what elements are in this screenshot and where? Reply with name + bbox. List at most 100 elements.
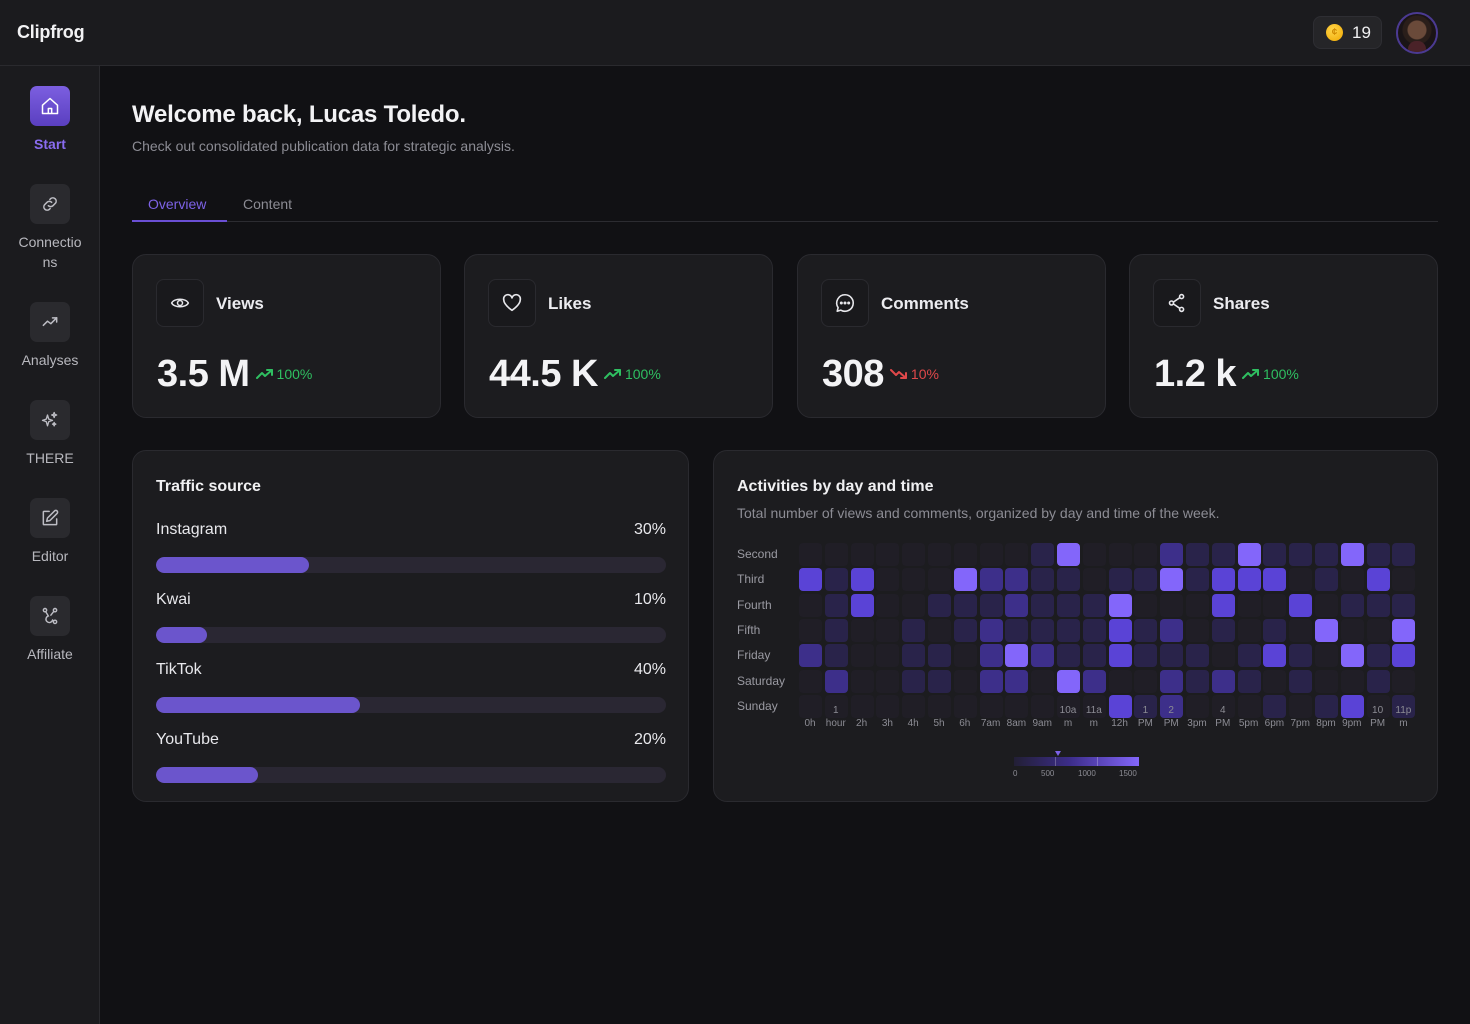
heatmap-cell[interactable] xyxy=(799,644,822,668)
heatmap-cell[interactable] xyxy=(1263,669,1287,693)
heatmap-cell[interactable] xyxy=(1108,644,1132,668)
heatmap-cell[interactable] xyxy=(1005,644,1029,668)
heatmap-cell[interactable] xyxy=(1211,618,1235,642)
heatmap-cell[interactable] xyxy=(928,593,951,617)
heatmap-cell[interactable] xyxy=(1340,593,1364,617)
heatmap-cell[interactable] xyxy=(1134,568,1158,592)
heatmap-cell[interactable] xyxy=(1340,618,1364,642)
heatmap-cell[interactable] xyxy=(876,593,900,617)
heatmap-cell[interactable] xyxy=(902,694,926,718)
sidebar-item-affiliate[interactable]: Affiliate xyxy=(0,596,100,664)
heatmap-cell[interactable] xyxy=(953,669,977,693)
heatmap-cell[interactable] xyxy=(876,669,900,693)
heatmap-cell[interactable] xyxy=(1134,669,1158,693)
heatmap-cell[interactable] xyxy=(1366,618,1390,642)
credits-badge[interactable]: ¢ 19 xyxy=(1313,16,1382,49)
sidebar-item-start[interactable]: Start xyxy=(0,86,100,154)
heatmap-cell[interactable] xyxy=(1237,568,1261,592)
heatmap-cell[interactable] xyxy=(1392,669,1416,693)
heatmap-cell[interactable] xyxy=(1005,618,1029,642)
heatmap-cell[interactable] xyxy=(1082,669,1106,693)
heatmap-cell[interactable] xyxy=(1315,543,1338,566)
heatmap-cell[interactable] xyxy=(1031,694,1055,718)
heatmap-cell[interactable] xyxy=(1392,694,1416,718)
heatmap-cell[interactable] xyxy=(1289,593,1313,617)
heatmap-cell[interactable] xyxy=(1211,644,1235,668)
heatmap-cell[interactable] xyxy=(799,568,822,592)
heatmap-cell[interactable] xyxy=(1160,694,1184,718)
heatmap-cell[interactable] xyxy=(953,694,977,718)
heatmap-cell[interactable] xyxy=(1082,593,1106,617)
heatmap-cell[interactable] xyxy=(876,694,900,718)
heatmap-cell[interactable] xyxy=(799,669,822,693)
heatmap-cell[interactable] xyxy=(979,593,1003,617)
heatmap-cell[interactable] xyxy=(799,618,822,642)
heatmap-cell[interactable] xyxy=(1366,669,1390,693)
heatmap-cell[interactable] xyxy=(850,618,874,642)
sidebar-item-editor[interactable]: Editor xyxy=(0,498,100,566)
heatmap-cell[interactable] xyxy=(902,644,926,668)
heatmap-cell[interactable] xyxy=(1392,543,1416,566)
heatmap-cell[interactable] xyxy=(1366,694,1390,718)
heatmap-cell[interactable] xyxy=(1237,618,1261,642)
heatmap-cell[interactable] xyxy=(824,568,848,592)
heatmap-cell[interactable] xyxy=(1392,644,1416,668)
heatmap-cell[interactable] xyxy=(953,618,977,642)
heatmap-cell[interactable] xyxy=(850,694,874,718)
heatmap-cell[interactable] xyxy=(1082,618,1106,642)
heatmap-cell[interactable] xyxy=(1186,568,1209,592)
heatmap-cell[interactable] xyxy=(1134,618,1158,642)
heatmap-cell[interactable] xyxy=(850,593,874,617)
heatmap-cell[interactable] xyxy=(1108,543,1132,566)
heatmap-cell[interactable] xyxy=(902,568,926,592)
heatmap-cell[interactable] xyxy=(824,618,848,642)
heatmap-cell[interactable] xyxy=(979,543,1003,566)
heatmap-cell[interactable] xyxy=(1211,669,1235,693)
heatmap-cell[interactable] xyxy=(979,669,1003,693)
heatmap-cell[interactable] xyxy=(1263,618,1287,642)
heatmap-cell[interactable] xyxy=(979,618,1003,642)
heatmap-cell[interactable] xyxy=(1160,618,1184,642)
heatmap-cell[interactable] xyxy=(1315,669,1338,693)
heatmap-cell[interactable] xyxy=(928,543,951,566)
heatmap-cell[interactable] xyxy=(1315,618,1338,642)
heatmap-cell[interactable] xyxy=(1108,593,1132,617)
heatmap-cell[interactable] xyxy=(902,543,926,566)
heatmap-cell[interactable] xyxy=(1392,568,1416,592)
heatmap-cell[interactable] xyxy=(850,669,874,693)
heatmap-cell[interactable] xyxy=(850,644,874,668)
heatmap-cell[interactable] xyxy=(928,669,951,693)
heatmap-cell[interactable] xyxy=(902,669,926,693)
heatmap-cell[interactable] xyxy=(1366,593,1390,617)
heatmap-cell[interactable] xyxy=(953,568,977,592)
heatmap-cell[interactable] xyxy=(824,669,848,693)
heatmap-cell[interactable] xyxy=(1057,669,1080,693)
heatmap-cell[interactable] xyxy=(1057,694,1080,718)
heatmap-cell[interactable] xyxy=(1237,694,1261,718)
heatmap-cell[interactable] xyxy=(1005,694,1029,718)
heatmap-cell[interactable] xyxy=(1082,543,1106,566)
avatar[interactable] xyxy=(1396,12,1438,54)
sidebar-item-connections[interactable]: Connections xyxy=(0,184,100,272)
heatmap-cell[interactable] xyxy=(902,618,926,642)
heatmap-cell[interactable] xyxy=(953,593,977,617)
heatmap-cell[interactable] xyxy=(928,644,951,668)
heatmap-cell[interactable] xyxy=(979,694,1003,718)
heatmap-cell[interactable] xyxy=(928,568,951,592)
heatmap-cell[interactable] xyxy=(1031,618,1055,642)
heatmap-cell[interactable] xyxy=(1211,568,1235,592)
heatmap-cell[interactable] xyxy=(902,593,926,617)
heatmap-cell[interactable] xyxy=(1289,568,1313,592)
heatmap-cell[interactable] xyxy=(1315,593,1338,617)
heatmap-cell[interactable] xyxy=(1340,543,1364,566)
heatmap-cell[interactable] xyxy=(1160,644,1184,668)
heatmap-cell[interactable] xyxy=(1315,644,1338,668)
heatmap-cell[interactable] xyxy=(1211,543,1235,566)
heatmap-cell[interactable] xyxy=(953,644,977,668)
heatmap-cell[interactable] xyxy=(1134,593,1158,617)
heatmap-cell[interactable] xyxy=(1057,618,1080,642)
sidebar-item-there[interactable]: THERE xyxy=(0,400,100,468)
heatmap-cell[interactable] xyxy=(928,694,951,718)
heatmap-cell[interactable] xyxy=(1186,543,1209,566)
heatmap-cell[interactable] xyxy=(799,543,822,566)
